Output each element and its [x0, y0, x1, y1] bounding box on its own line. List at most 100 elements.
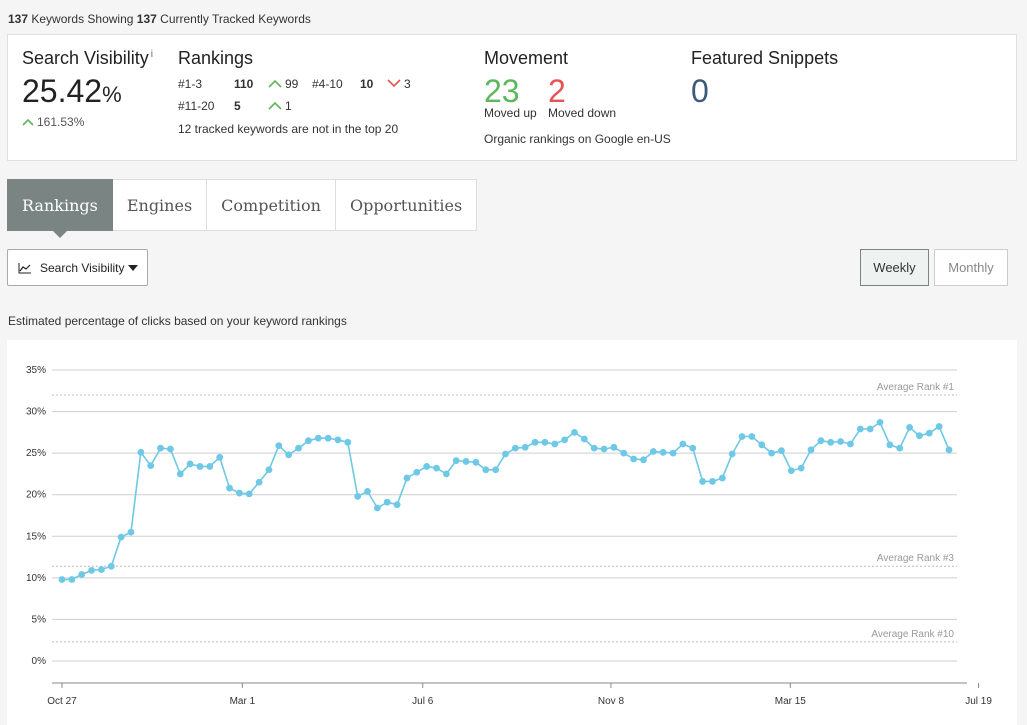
data-point: [807, 446, 815, 454]
info-icon[interactable]: i: [150, 49, 153, 60]
data-point: [748, 433, 756, 440]
data-point: [383, 498, 391, 506]
data-point: [413, 468, 421, 476]
arrow-up-icon: [268, 79, 282, 88]
data-point: [186, 460, 194, 468]
moved-down-value: 2: [548, 73, 566, 109]
line-chart-icon: [18, 262, 31, 273]
tab-rankings[interactable]: Rankings: [7, 179, 113, 238]
weekly-button[interactable]: Weekly: [860, 249, 929, 286]
data-point: [571, 428, 578, 436]
data-point: [837, 438, 844, 445]
chart-panel: 0% 5% 10% 15% 20% 25% 30% 35% Average Rank #1 Ave…: [7, 340, 1017, 725]
rank-count: 5: [234, 99, 241, 113]
data-point: [265, 466, 273, 474]
data-point: [354, 492, 362, 500]
search-visibility-change-value: 161.53%: [37, 115, 85, 129]
data-point: [245, 490, 253, 498]
tracked-text: Currently Tracked Keywords: [160, 12, 311, 26]
data-point: [787, 467, 795, 475]
arrow-up-icon: [22, 118, 34, 126]
data-point: [58, 576, 66, 583]
data-point: [334, 436, 342, 444]
data-point: [157, 444, 164, 452]
data-point: [541, 438, 549, 446]
data-point: [137, 448, 145, 456]
rank-change: 3: [387, 77, 411, 91]
data-point: [492, 466, 500, 474]
data-point: [738, 433, 746, 440]
data-point: [640, 456, 647, 464]
featured-snippets-title: Featured Snippets: [691, 48, 839, 68]
y-tick-label: 0%: [32, 656, 47, 667]
movement-note: Organic rankings on Google en-US: [484, 132, 671, 146]
data-point: [689, 444, 697, 452]
metric-dropdown[interactable]: Search Visibility: [7, 249, 148, 286]
rank-count: 10: [360, 77, 374, 91]
data-point: [216, 453, 224, 461]
data-point: [226, 484, 233, 492]
rank-range-label: #4-10: [312, 77, 343, 91]
movement-title: Movement: [484, 48, 569, 68]
y-tick-label: 20%: [26, 490, 46, 501]
keyword-count: 137: [8, 12, 29, 26]
reference-line-label: Average Rank #1: [877, 382, 955, 393]
data-point: [699, 478, 707, 485]
data-point: [423, 463, 431, 470]
data-point: [659, 448, 667, 456]
data-point: [304, 437, 312, 445]
data-point: [117, 533, 125, 541]
search-visibility-label: Search Visibility: [22, 48, 149, 68]
data-point: [393, 501, 401, 509]
data-point: [472, 458, 480, 466]
y-tick-label: 5%: [32, 614, 47, 625]
x-tick-label: Oct 27: [47, 696, 77, 707]
data-point: [482, 466, 490, 474]
data-point: [718, 474, 726, 482]
data-point: [935, 423, 943, 430]
tab-bar: Rankings Engines Competition Opportuniti…: [7, 179, 478, 238]
search-visibility-chart: 0% 5% 10% 15% 20% 25% 30% 35% Average Rank #1 Ave…: [26, 365, 992, 707]
rank-count: 110: [234, 77, 254, 91]
tab-competition[interactable]: Competition: [207, 179, 336, 231]
x-tick-label: Jul 6: [412, 696, 434, 707]
data-point: [768, 449, 775, 457]
reference-line-label: Average Rank #10: [871, 629, 954, 640]
data-point: [236, 489, 243, 497]
data-point: [462, 458, 470, 465]
data-point: [896, 444, 904, 452]
keyword-summary-line: 137 Keywords Showing 137 Currently Track…: [8, 12, 311, 26]
arrow-up-icon: [268, 101, 282, 110]
data-point: [866, 425, 874, 433]
data-point: [442, 470, 450, 478]
data-point: [580, 435, 588, 443]
data-point: [127, 528, 135, 536]
data-point: [797, 464, 805, 472]
data-point: [551, 440, 559, 448]
data-point: [107, 562, 115, 570]
tracked-count: 137: [136, 12, 157, 26]
tab-opportunities[interactable]: Opportunities: [335, 179, 478, 231]
data-point: [88, 566, 95, 574]
data-point: [373, 504, 381, 512]
x-tick-label: Mar 15: [775, 696, 807, 707]
data-point: [167, 445, 174, 453]
search-visibility-number: 25.42: [22, 73, 103, 109]
series-line: [62, 421, 950, 581]
arrow-down-icon: [387, 79, 401, 88]
metric-dropdown-label: Search Visibility: [40, 260, 125, 275]
data-point: [196, 463, 204, 470]
data-point: [285, 451, 293, 459]
data-point: [728, 450, 736, 458]
monthly-button[interactable]: Monthly: [934, 249, 1008, 286]
data-point: [531, 438, 539, 446]
data-point: [610, 443, 618, 451]
tab-engines[interactable]: Engines: [112, 179, 208, 231]
search-visibility-title: Search Visibility i: [22, 48, 153, 69]
data-point: [876, 418, 884, 426]
featured-snippets-value: 0: [691, 73, 709, 109]
reference-line-label: Average Rank #3: [877, 553, 955, 564]
data-point: [679, 440, 687, 448]
data-point: [275, 442, 283, 450]
data-point: [98, 566, 105, 573]
